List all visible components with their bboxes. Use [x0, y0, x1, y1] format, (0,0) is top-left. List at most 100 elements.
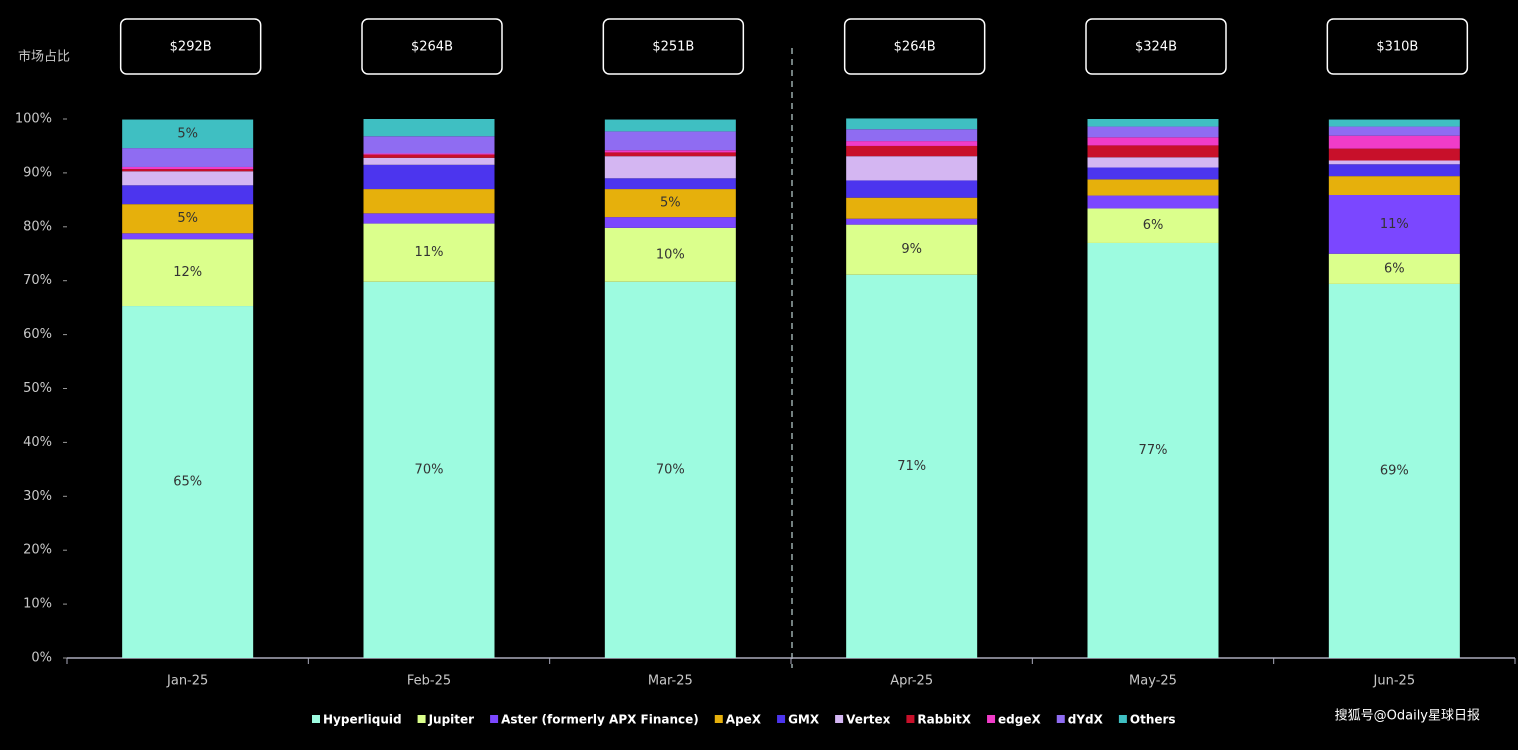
bar-segment: [846, 118, 978, 130]
bar-segment: [846, 197, 978, 219]
total-label: $310B: [1376, 40, 1418, 55]
bar-segment: [122, 185, 254, 205]
bar-segment: [122, 239, 254, 307]
data-label: 12%: [173, 265, 202, 280]
legend-label: Others: [1130, 713, 1176, 727]
data-label: 11%: [1380, 217, 1409, 232]
bar-segment: [122, 233, 254, 240]
data-label: 65%: [173, 475, 202, 490]
data-label: 69%: [1380, 463, 1409, 478]
total-label: $251B: [652, 40, 694, 55]
total-label: $292B: [170, 40, 212, 55]
bar-segment: [363, 164, 495, 190]
total-label: $324B: [1135, 40, 1177, 55]
bar-segment: [1087, 157, 1219, 168]
bar-segment: [604, 281, 736, 658]
bar-segment: [604, 152, 736, 157]
y-tick-label: 0%: [31, 651, 52, 666]
legend-swatch: [777, 715, 786, 723]
legend-swatch: [714, 715, 723, 723]
bar-segment: [1328, 194, 1460, 254]
bar-segment: [846, 224, 978, 275]
bar-segment: [1328, 160, 1460, 165]
bar-segment: [122, 306, 254, 658]
bar-segment: [1087, 208, 1219, 243]
total-box: [843, 18, 986, 75]
bar-segment: [846, 156, 978, 181]
data-label: 6%: [1384, 261, 1405, 276]
y-tick-label: 90%: [23, 165, 52, 180]
bar-segment: [1087, 137, 1219, 146]
legend-swatch: [1056, 715, 1065, 723]
data-label: 9%: [901, 242, 922, 257]
bar-segment: [604, 156, 736, 179]
bar-segment: [846, 180, 978, 198]
bar-segment: [846, 141, 978, 146]
bar-segment: [1328, 135, 1460, 149]
bar-segment: [1087, 145, 1219, 158]
bar-segment: [604, 150, 736, 153]
bar-segment: [1328, 176, 1460, 195]
data-label: 70%: [415, 462, 444, 477]
bar-segment: [122, 169, 254, 172]
legend-label: Aster (formerly APX Finance): [501, 713, 699, 727]
bar-segment: [1328, 126, 1460, 136]
data-label: 77%: [1139, 443, 1168, 458]
bar-segment: [1087, 195, 1219, 209]
legend-swatch: [417, 715, 426, 723]
bar-segment: [604, 119, 736, 132]
bar-segment: [846, 129, 978, 142]
legend-label: Vertex: [846, 713, 891, 727]
bar-segment: [1328, 119, 1460, 127]
legend-label: dYdX: [1068, 713, 1104, 727]
legend-label: ApeX: [726, 713, 762, 727]
legend-swatch: [312, 715, 320, 723]
bar-segment: [604, 189, 736, 218]
legend-label: RabbitX: [917, 713, 971, 727]
y-tick-label: 20%: [23, 543, 52, 558]
bar-segment: [363, 119, 495, 137]
bar-segment: [122, 119, 254, 149]
bar-segment: [604, 178, 736, 190]
bar-segment: [363, 223, 495, 282]
bar-segment: [1087, 179, 1219, 196]
y-tick-label: 80%: [23, 219, 52, 234]
legend-label: Hyperliquid: [323, 713, 402, 727]
bar-segment: [604, 227, 736, 282]
watermark: 搜狐号@Odaily星球日报: [1335, 709, 1480, 724]
bar-segment: [1328, 148, 1460, 161]
x-tick-label: Feb-25: [407, 674, 451, 689]
y-tick-label: 10%: [23, 597, 52, 612]
data-label: 71%: [897, 459, 926, 474]
data-label: 70%: [656, 462, 685, 477]
bar-segment: [846, 218, 978, 225]
bar-segment: [122, 204, 254, 234]
data-label: 5%: [177, 126, 198, 141]
bar-segment: [363, 153, 495, 155]
y-tick-label: 40%: [23, 435, 52, 450]
total-box: [1085, 18, 1227, 75]
total-label: $264B: [411, 40, 453, 55]
x-tick-label: Jun-25: [1373, 674, 1416, 689]
legend-label: Jupiter: [428, 713, 475, 727]
bar-segment: [1087, 167, 1219, 180]
x-tick-label: Mar-25: [648, 674, 693, 689]
legend-label: edgeX: [998, 713, 1041, 727]
bar-segment: [122, 171, 254, 186]
legend-swatch: [835, 715, 844, 723]
legend-swatch: [1118, 715, 1127, 723]
y-tick-label: 50%: [23, 381, 52, 396]
bar-segment: [604, 131, 736, 151]
legend-label: GMX: [788, 713, 820, 727]
bar-segment: [1328, 253, 1460, 284]
y-tick-label: 100%: [15, 112, 52, 127]
x-tick-label: Jan-25: [166, 674, 208, 689]
legend-swatch: [987, 715, 996, 723]
y-tick-label: 70%: [23, 273, 52, 288]
bar-segment: [1328, 164, 1460, 177]
bar-segment: [846, 274, 978, 658]
bar-segment: [1087, 119, 1219, 127]
legend-swatch: [906, 715, 915, 723]
bar-segment: [363, 154, 495, 158]
